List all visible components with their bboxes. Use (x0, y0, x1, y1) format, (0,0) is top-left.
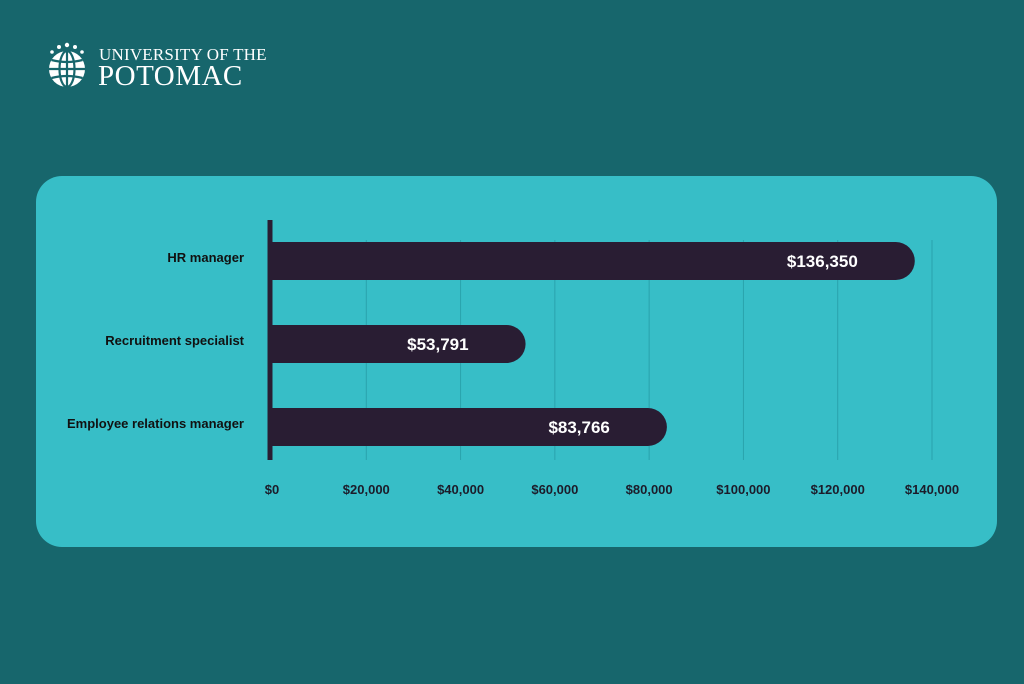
x-tick-label: $20,000 (343, 482, 390, 497)
x-tick-label: $40,000 (437, 482, 484, 497)
x-tick-label: $0 (265, 482, 279, 497)
brand-name-line1: UNIVERSITY OF THE (99, 45, 267, 64)
category-label: HR manager (167, 250, 244, 265)
bar (272, 408, 667, 446)
category-label: Employee relations manager (67, 416, 244, 431)
globe-icon (49, 42, 85, 89)
bar (272, 242, 915, 280)
x-tick-label: $80,000 (626, 482, 673, 497)
x-tick-label: $120,000 (811, 482, 865, 497)
bar (272, 325, 526, 363)
bar-chart: $136,350 HR manager $53,791 Recruitment spe… (67, 220, 959, 497)
data-label: $136,350 (787, 252, 858, 271)
brand-logo: UNIVERSITY OF THE POTOMAC (42, 40, 282, 92)
data-label: $83,766 (548, 418, 609, 437)
x-tick-label: $140,000 (905, 482, 959, 497)
x-tick-label: $60,000 (531, 482, 578, 497)
x-tick-label: $100,000 (716, 482, 770, 497)
category-label: Recruitment specialist (105, 333, 244, 348)
data-label: $53,791 (407, 335, 468, 354)
chart-card: $136,350 HR manager $53,791 Recruitment spe… (36, 176, 997, 547)
brand-name-line2: POTOMAC (98, 60, 243, 92)
